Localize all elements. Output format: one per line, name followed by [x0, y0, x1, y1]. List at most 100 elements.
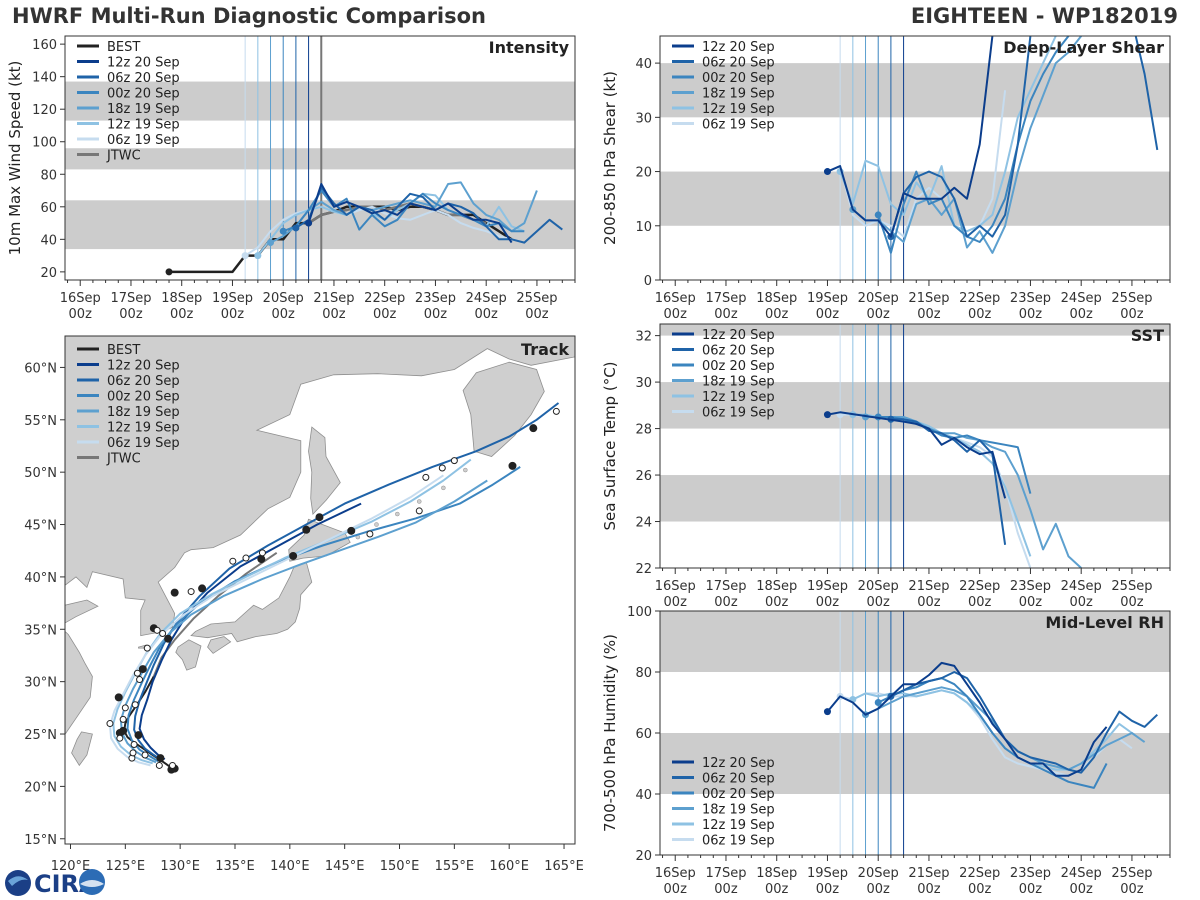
intensity-ytick-label: 20: [40, 266, 57, 281]
shear-ytick-label: 0: [644, 274, 652, 289]
intensity-series-start: [241, 252, 249, 260]
intensity-xtick-label: 18Sep: [161, 291, 202, 306]
track-xtick-label: 150°E: [380, 859, 420, 874]
track-marker-open: [155, 761, 163, 769]
rh-ytick-label: 40: [635, 788, 652, 803]
track-marker-open: [187, 588, 195, 596]
sst-xtick-label: 16Sep: [655, 579, 696, 594]
track-xtick-label: 165°E: [544, 859, 584, 874]
shear-xtick-label: 16Sep: [655, 291, 696, 306]
rh-legend-label: 18z 19 Sep: [702, 803, 775, 818]
storm-id: EIGHTEEN - WP182019: [910, 4, 1178, 28]
intensity-series-start: [165, 268, 173, 276]
sst-series-line: [890, 418, 1007, 545]
shear-xtick-label: 22Sep: [959, 291, 1000, 306]
shear-xtick-label: 00z: [1070, 307, 1094, 322]
cira-logo: CIRA: [5, 869, 105, 898]
shear-xtick-label: 00z: [714, 307, 738, 322]
sst-legend-label: 12z 20 Sep: [702, 328, 775, 343]
intensity-xtick-label: 00z: [525, 307, 549, 322]
intensity-series-line: [307, 183, 513, 244]
map-kyushu: [175, 639, 202, 671]
shear-ylabel: 200-850 hPa Shear (kt): [601, 71, 619, 245]
sst-xtick-label: 20Sep: [858, 579, 899, 594]
intensity-legend-label: 18z 19 Sep: [107, 102, 180, 117]
shear-xtick-label: 25Sep: [1111, 291, 1152, 306]
track-marker-open: [121, 704, 129, 712]
rh-legend-label: 06z 19 Sep: [702, 834, 775, 849]
track-marker-filled: [156, 754, 165, 763]
intensity-legend-label: 06z 19 Sep: [107, 133, 180, 148]
track-ytick-label: 50°N: [24, 466, 57, 481]
figure-title: HWRF Multi-Run Diagnostic Comparison: [12, 4, 487, 28]
rh-ytick-label: 20: [635, 849, 652, 864]
shear-xtick-label: 17Sep: [705, 291, 746, 306]
track-marker-open: [552, 407, 560, 415]
track-marker-filled: [508, 461, 517, 470]
track-ytick-label: 55°N: [24, 414, 57, 429]
intensity-xtick-label: 00z: [119, 307, 143, 322]
intensity-xtick-label: 19Sep: [212, 291, 253, 306]
map-shikoku: [207, 636, 232, 654]
track-marker-open: [119, 715, 127, 723]
rh-xtick-label: 00z: [1120, 882, 1144, 897]
shear-xtick-label: 21Sep: [908, 291, 949, 306]
sst-xtick-label: 25Sep: [1111, 579, 1152, 594]
rh-series-start: [874, 699, 882, 706]
track-marker-open: [229, 557, 237, 565]
rh-legend-label: 06z 20 Sep: [702, 772, 775, 787]
logo-globe-icon: [5, 870, 31, 896]
intensity-frame: [64, 35, 576, 281]
intensity-xtick-label: 16Sep: [60, 291, 101, 306]
map-mainland: [65, 336, 575, 637]
track-xtick-label: 135°E: [215, 859, 255, 874]
track-marker-open: [106, 720, 114, 728]
track-legend-label: 18z 19 Sep: [107, 405, 180, 420]
intensity-ytick-label: 40: [40, 233, 57, 248]
track-marker-open: [168, 761, 176, 769]
track-legend-label: 06z 20 Sep: [107, 374, 180, 389]
rh-xtick-label: 17Sep: [705, 866, 746, 881]
rh-xtick-label: 18Sep: [756, 866, 797, 881]
track-series-line: [119, 479, 488, 764]
rh-ytick-label: 100: [627, 605, 652, 620]
shear-xtick-label: 19Sep: [807, 291, 848, 306]
intensity-band: [65, 81, 575, 121]
track-legend-label: 12z 20 Sep: [107, 359, 180, 374]
intensity-legend-label: JTWC: [106, 149, 141, 164]
track-marker-filled: [257, 555, 266, 564]
track-marker-open: [130, 740, 138, 748]
sst-legend-label: 06z 19 Sep: [702, 406, 775, 421]
rh-xtick-label: 25Sep: [1111, 866, 1152, 881]
track-marker-open: [131, 701, 139, 709]
track-marker-open: [258, 549, 266, 557]
shear-frame: [659, 35, 1171, 281]
track-xtick-label: 145°E: [325, 859, 365, 874]
intensity-series-start: [305, 219, 313, 227]
rh-legend-label: 00z 20 Sep: [702, 787, 775, 802]
shear-title: Deep-Layer Shear: [1003, 38, 1164, 57]
track-marker-open: [415, 507, 423, 515]
intensity-ytick-label: 60: [40, 201, 57, 216]
track-panel: 15°N 20°N 25°N 30°N 35°N 40°N 45°N 50°N 55°N 60°N…: [24, 335, 584, 874]
intensity-xtick-label: 00z: [69, 307, 93, 322]
sst-xtick-label: 19Sep: [807, 579, 848, 594]
shear-xtick-label: 00z: [816, 307, 840, 322]
intensity-ytick-label: 140: [32, 71, 57, 86]
rh-xtick-label: 00z: [968, 882, 992, 897]
map-shandong: [65, 599, 99, 624]
shear-xtick-label: 00z: [664, 307, 688, 322]
track-marker-open: [143, 644, 151, 652]
sst-xtick-label: 18Sep: [756, 579, 797, 594]
sst-band: [660, 324, 1170, 336]
track-title: Track: [521, 340, 569, 359]
track-marker-open: [159, 629, 167, 637]
intensity-xtick-label: 21Sep: [313, 291, 354, 306]
rh-xtick-label: 00z: [1019, 882, 1043, 897]
track-marker-open: [129, 749, 137, 757]
rh-ytick-label: 80: [635, 666, 652, 681]
intensity-legend-label: 06z 20 Sep: [107, 71, 180, 86]
rh-xtick-label: 20Sep: [858, 866, 899, 881]
rh-xtick-label: 21Sep: [908, 866, 949, 881]
track-marker-open: [136, 676, 144, 684]
